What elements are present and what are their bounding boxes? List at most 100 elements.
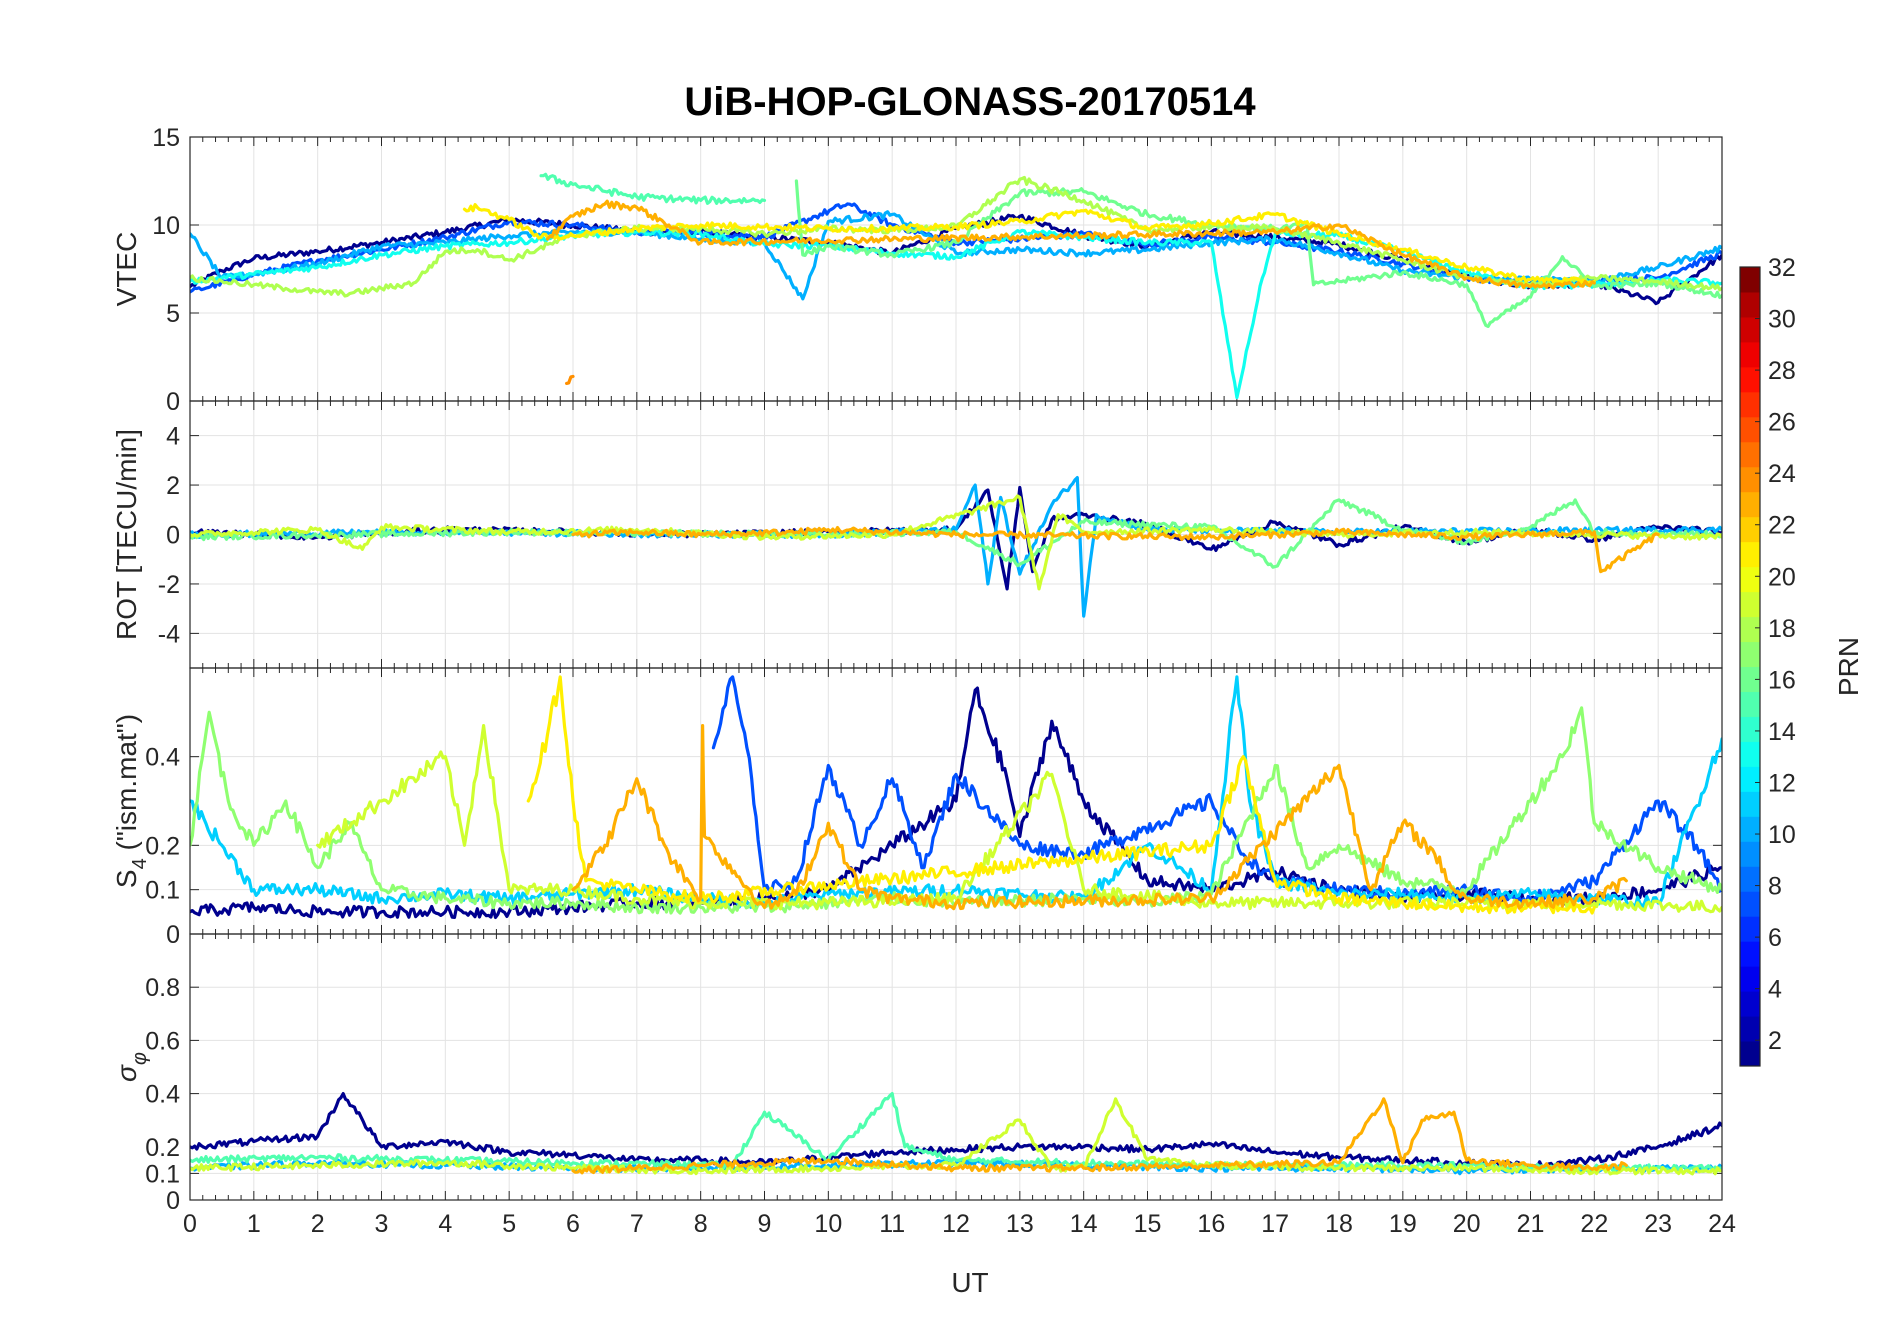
y-axis-label: VTEC — [111, 232, 142, 307]
series-line-prn-13 — [190, 227, 1722, 400]
x-tick-label: 24 — [1708, 1210, 1736, 1238]
y-tick-label: 0.1 — [145, 1160, 180, 1188]
colorbar-swatch — [1740, 991, 1760, 1017]
y-tick-label: -4 — [158, 620, 180, 648]
colorbar-tick-label: 24 — [1768, 460, 1796, 488]
colorbar-swatch — [1740, 716, 1760, 742]
colorbar-tick-label: 4 — [1768, 976, 1782, 1004]
colorbar-tick-label: 14 — [1768, 718, 1796, 746]
y-axis-label: S4 ("ism.mat") — [111, 714, 151, 888]
colorbar-swatch — [1740, 1016, 1760, 1042]
y-tick-label: 0.2 — [145, 832, 180, 860]
series-line-prn-15 — [190, 1092, 1722, 1173]
colorbar-swatch — [1740, 866, 1760, 892]
y-axis-label-main: σ — [111, 1064, 142, 1082]
x-tick-label: 22 — [1580, 1210, 1608, 1238]
panel-ROT: -4 -2 0 2 4 ROT [TECU/min] — [111, 400, 1723, 669]
x-tick-label: 12 — [942, 1210, 970, 1238]
x-tick-label: 13 — [1006, 1210, 1034, 1238]
y-tick-label: 0 — [166, 522, 180, 550]
colorbar-swatch — [1740, 666, 1760, 692]
series-line-prn-21 — [462, 203, 1596, 285]
series-group — [190, 1092, 1722, 1176]
colorbar-swatch — [1740, 891, 1760, 917]
y-tick-label: 5 — [166, 300, 180, 328]
colorbar-swatch — [1740, 291, 1760, 318]
x-tick-label: 15 — [1134, 1210, 1162, 1238]
colorbar-swatch — [1740, 416, 1760, 443]
colorbar-tick-label: 6 — [1768, 924, 1782, 952]
y-tick-label: 4 — [166, 423, 180, 451]
y-axis-label: σφ — [111, 1052, 151, 1082]
y-tick-label: 0 — [166, 1187, 180, 1215]
colorbar-swatch — [1740, 366, 1760, 393]
x-tick-label: 23 — [1644, 1210, 1672, 1238]
series-line-prn-23 — [571, 526, 1660, 574]
colorbar-swatch — [1740, 791, 1760, 817]
colorbar-tick-label: 28 — [1768, 357, 1796, 385]
y-axis-label: ROT [TECU/min] — [111, 429, 142, 640]
x-tick-label: 14 — [1070, 1210, 1098, 1238]
y-tick-label: 0.8 — [145, 974, 180, 1002]
x-tick-label: 4 — [438, 1210, 452, 1238]
y-tick-label: 0.2 — [145, 1134, 180, 1162]
y-axis-label-sub: 4 — [129, 858, 151, 869]
series-line-prn-23 — [545, 199, 1596, 290]
series-line-prn-19 — [316, 724, 1722, 914]
colorbar-tick-label: 32 — [1768, 254, 1796, 282]
colorbar-swatch — [1740, 491, 1760, 518]
x-tick-label: 9 — [758, 1210, 772, 1238]
colorbar-swatch — [1740, 267, 1760, 293]
colorbar-swatch — [1740, 741, 1760, 767]
y-tick-label: 0 — [166, 921, 180, 949]
series-group — [190, 172, 1722, 400]
colorbar-tick-label: 2 — [1768, 1027, 1782, 1055]
colorbar-frame — [1739, 266, 1761, 1067]
colorbar-tick-label: 18 — [1768, 615, 1796, 643]
series-line-prn-19 — [190, 1097, 1722, 1176]
series-line-prn-21 — [526, 675, 1596, 915]
series-line-prn-1 — [190, 686, 1722, 920]
x-tick-label: 20 — [1453, 1210, 1481, 1238]
y-tick-label: 10 — [152, 212, 180, 240]
x-tick-label: 10 — [814, 1210, 842, 1238]
y-tick-label: 0.4 — [145, 744, 180, 772]
x-tick-label: 11 — [879, 1210, 905, 1238]
x-tick-label: 19 — [1389, 1210, 1417, 1238]
colorbar-swatch — [1740, 691, 1760, 717]
series-line-prn-10 — [190, 1158, 1722, 1176]
x-tick-label: 18 — [1325, 1210, 1353, 1238]
x-tick-label: 17 — [1261, 1210, 1289, 1238]
y-tick-label: 0 — [166, 388, 180, 416]
y-tick-label: 2 — [166, 472, 180, 500]
colorbar-swatch — [1740, 316, 1760, 343]
x-tick-label: 2 — [311, 1210, 325, 1238]
colorbar-swatch — [1740, 1041, 1760, 1067]
x-tick-label: 8 — [694, 1210, 708, 1238]
y-axis-label-rest: ("ism.mat") — [111, 714, 142, 858]
colorbar-swatch — [1740, 466, 1760, 493]
colorbar-swatch — [1740, 516, 1760, 543]
series-line-prn-19 — [190, 494, 1722, 591]
x-tick-label: 3 — [375, 1210, 389, 1238]
series-line-prn-23 — [571, 1097, 1628, 1175]
series-line-prn-23 — [571, 724, 1628, 911]
x-tick-label: 7 — [630, 1210, 644, 1238]
colorbar-tick-label: 20 — [1768, 563, 1796, 591]
x-tick-label: 16 — [1197, 1210, 1225, 1238]
series-group — [190, 675, 1722, 920]
y-tick-label: 0.4 — [145, 1081, 180, 1109]
colorbar-swatch — [1740, 591, 1760, 618]
y-tick-label: 0.6 — [145, 1027, 180, 1055]
x-tick-label: 6 — [566, 1210, 580, 1238]
colorbar-label: PRN — [1833, 637, 1864, 696]
y-tick-label: -2 — [158, 571, 180, 599]
colorbar-swatch — [1740, 616, 1760, 643]
colorbar-tick-label: 8 — [1768, 873, 1782, 901]
series-group — [190, 476, 1722, 618]
x-tick-label: 0 — [183, 1210, 197, 1238]
